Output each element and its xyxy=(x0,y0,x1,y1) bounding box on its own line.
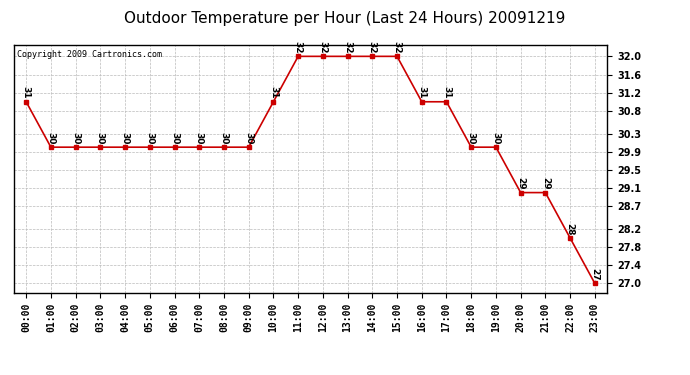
Text: 28: 28 xyxy=(566,223,575,235)
Text: 27: 27 xyxy=(591,268,600,280)
Text: 30: 30 xyxy=(121,132,130,144)
Text: 30: 30 xyxy=(244,132,253,144)
Text: 30: 30 xyxy=(219,132,228,144)
Text: 30: 30 xyxy=(96,132,105,144)
Text: 30: 30 xyxy=(195,132,204,144)
Text: 32: 32 xyxy=(368,41,377,54)
Text: 31: 31 xyxy=(269,87,278,99)
Text: 29: 29 xyxy=(516,177,525,190)
Text: 30: 30 xyxy=(71,132,80,144)
Text: 32: 32 xyxy=(318,41,327,54)
Text: 31: 31 xyxy=(417,87,426,99)
Text: 30: 30 xyxy=(491,132,500,144)
Text: 30: 30 xyxy=(46,132,55,144)
Text: 32: 32 xyxy=(343,41,352,54)
Text: 30: 30 xyxy=(466,132,475,144)
Text: 31: 31 xyxy=(442,87,451,99)
Text: 29: 29 xyxy=(541,177,550,190)
Text: 30: 30 xyxy=(170,132,179,144)
Text: 32: 32 xyxy=(294,41,303,54)
Text: 32: 32 xyxy=(393,41,402,54)
Text: 30: 30 xyxy=(146,132,155,144)
Text: Copyright 2009 Cartronics.com: Copyright 2009 Cartronics.com xyxy=(17,50,161,59)
Text: Outdoor Temperature per Hour (Last 24 Hours) 20091219: Outdoor Temperature per Hour (Last 24 Ho… xyxy=(124,11,566,26)
Text: 31: 31 xyxy=(21,87,30,99)
